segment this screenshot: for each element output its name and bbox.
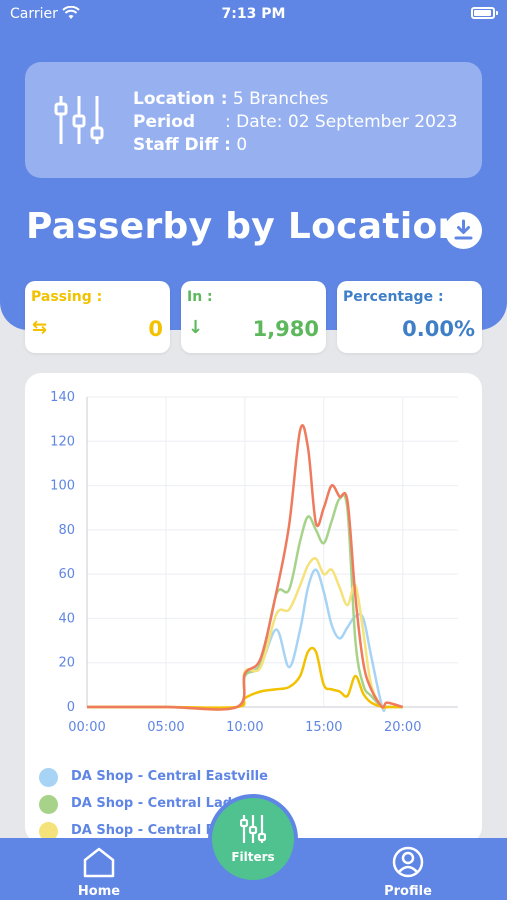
x-tick-label: 15:00	[305, 720, 342, 735]
filter-summary-card[interactable]: Location : 5 Branches Period : Date: 02 S…	[25, 62, 482, 178]
y-tick-label: 120	[50, 434, 75, 449]
in-stat-card: In : ↓ 1,980	[181, 281, 326, 353]
in-label: In :	[187, 289, 213, 305]
x-tick-label: 20:00	[384, 720, 421, 735]
line-chart: 0 20 40 60 80 100 120 140 00:00 05:00 10:00 15:00 20…	[50, 390, 458, 735]
home-icon	[83, 847, 115, 878]
legend-swatch	[39, 768, 58, 787]
staff-diff-value: 0	[236, 135, 248, 155]
tab-home[interactable]: Home	[70, 846, 128, 899]
x-tick-label: 00:00	[68, 720, 105, 735]
staff-diff-label: Staff Diff :	[133, 135, 231, 155]
sliders-icon	[239, 814, 267, 848]
profile-icon	[392, 846, 424, 878]
chart-card: 0 20 40 60 80 100 120 140 00:00 05:00 10:00 15:00 20…	[25, 373, 482, 843]
y-tick-label: 20	[58, 656, 75, 671]
legend-label: DA Shop - Central Lad	[71, 796, 233, 811]
y-tick-label: 140	[50, 390, 75, 405]
legend-swatch	[39, 822, 58, 841]
carrier-label: Carrier	[10, 6, 58, 22]
in-value: 1,980	[252, 317, 319, 341]
battery-icon	[471, 7, 498, 19]
x-tick-label: 05:00	[147, 720, 184, 735]
percentage-stat-card: Percentage : 0.00%	[337, 281, 482, 353]
location-value: 5 Branches	[232, 89, 329, 109]
passing-label: Passing :	[31, 289, 103, 305]
x-tick-label: 10:00	[226, 720, 263, 735]
passing-value: 0	[148, 317, 163, 341]
wifi-icon	[62, 5, 80, 24]
percentage-value: 0.00%	[402, 317, 475, 341]
filters-label: Filters	[231, 850, 275, 864]
legend-swatch	[39, 795, 58, 814]
swap-icon: ⇆	[32, 317, 48, 338]
status-bar: Carrier 7:13 PM	[0, 0, 507, 30]
page-title: Passerby by Location	[26, 206, 464, 247]
location-row: Location : 5 Branches	[133, 88, 458, 111]
filters-button[interactable]: Filters	[208, 794, 298, 884]
series-line-4	[87, 424, 404, 711]
period-label: Period	[133, 112, 196, 132]
staff-diff-row: Staff Diff : 0	[133, 134, 458, 157]
tab-profile-label: Profile	[384, 884, 432, 899]
y-tick-label: 80	[58, 523, 75, 538]
y-tick-label: 100	[50, 479, 75, 494]
percentage-label: Percentage :	[343, 289, 444, 305]
y-tick-label: 60	[58, 567, 75, 582]
period-value: : Date: 02 September 2023	[225, 112, 458, 132]
download-button[interactable]	[445, 212, 482, 249]
legend-label: DA Shop - Central Eastville	[71, 769, 268, 784]
passing-stat-card: Passing : ⇆ 0	[25, 281, 170, 353]
period-row: Period : Date: 02 September 2023	[133, 111, 458, 134]
y-tick-label: 0	[67, 700, 75, 715]
location-label: Location :	[133, 89, 228, 109]
sliders-icon	[53, 94, 105, 150]
legend-label: DA Shop - Central Ra	[71, 823, 225, 838]
clock: 7:13 PM	[221, 6, 286, 22]
tab-profile[interactable]: Profile	[380, 846, 436, 899]
arrow-down-icon: ↓	[188, 317, 204, 338]
y-tick-label: 40	[58, 611, 75, 626]
download-icon	[454, 219, 473, 240]
tab-home-label: Home	[77, 884, 121, 899]
